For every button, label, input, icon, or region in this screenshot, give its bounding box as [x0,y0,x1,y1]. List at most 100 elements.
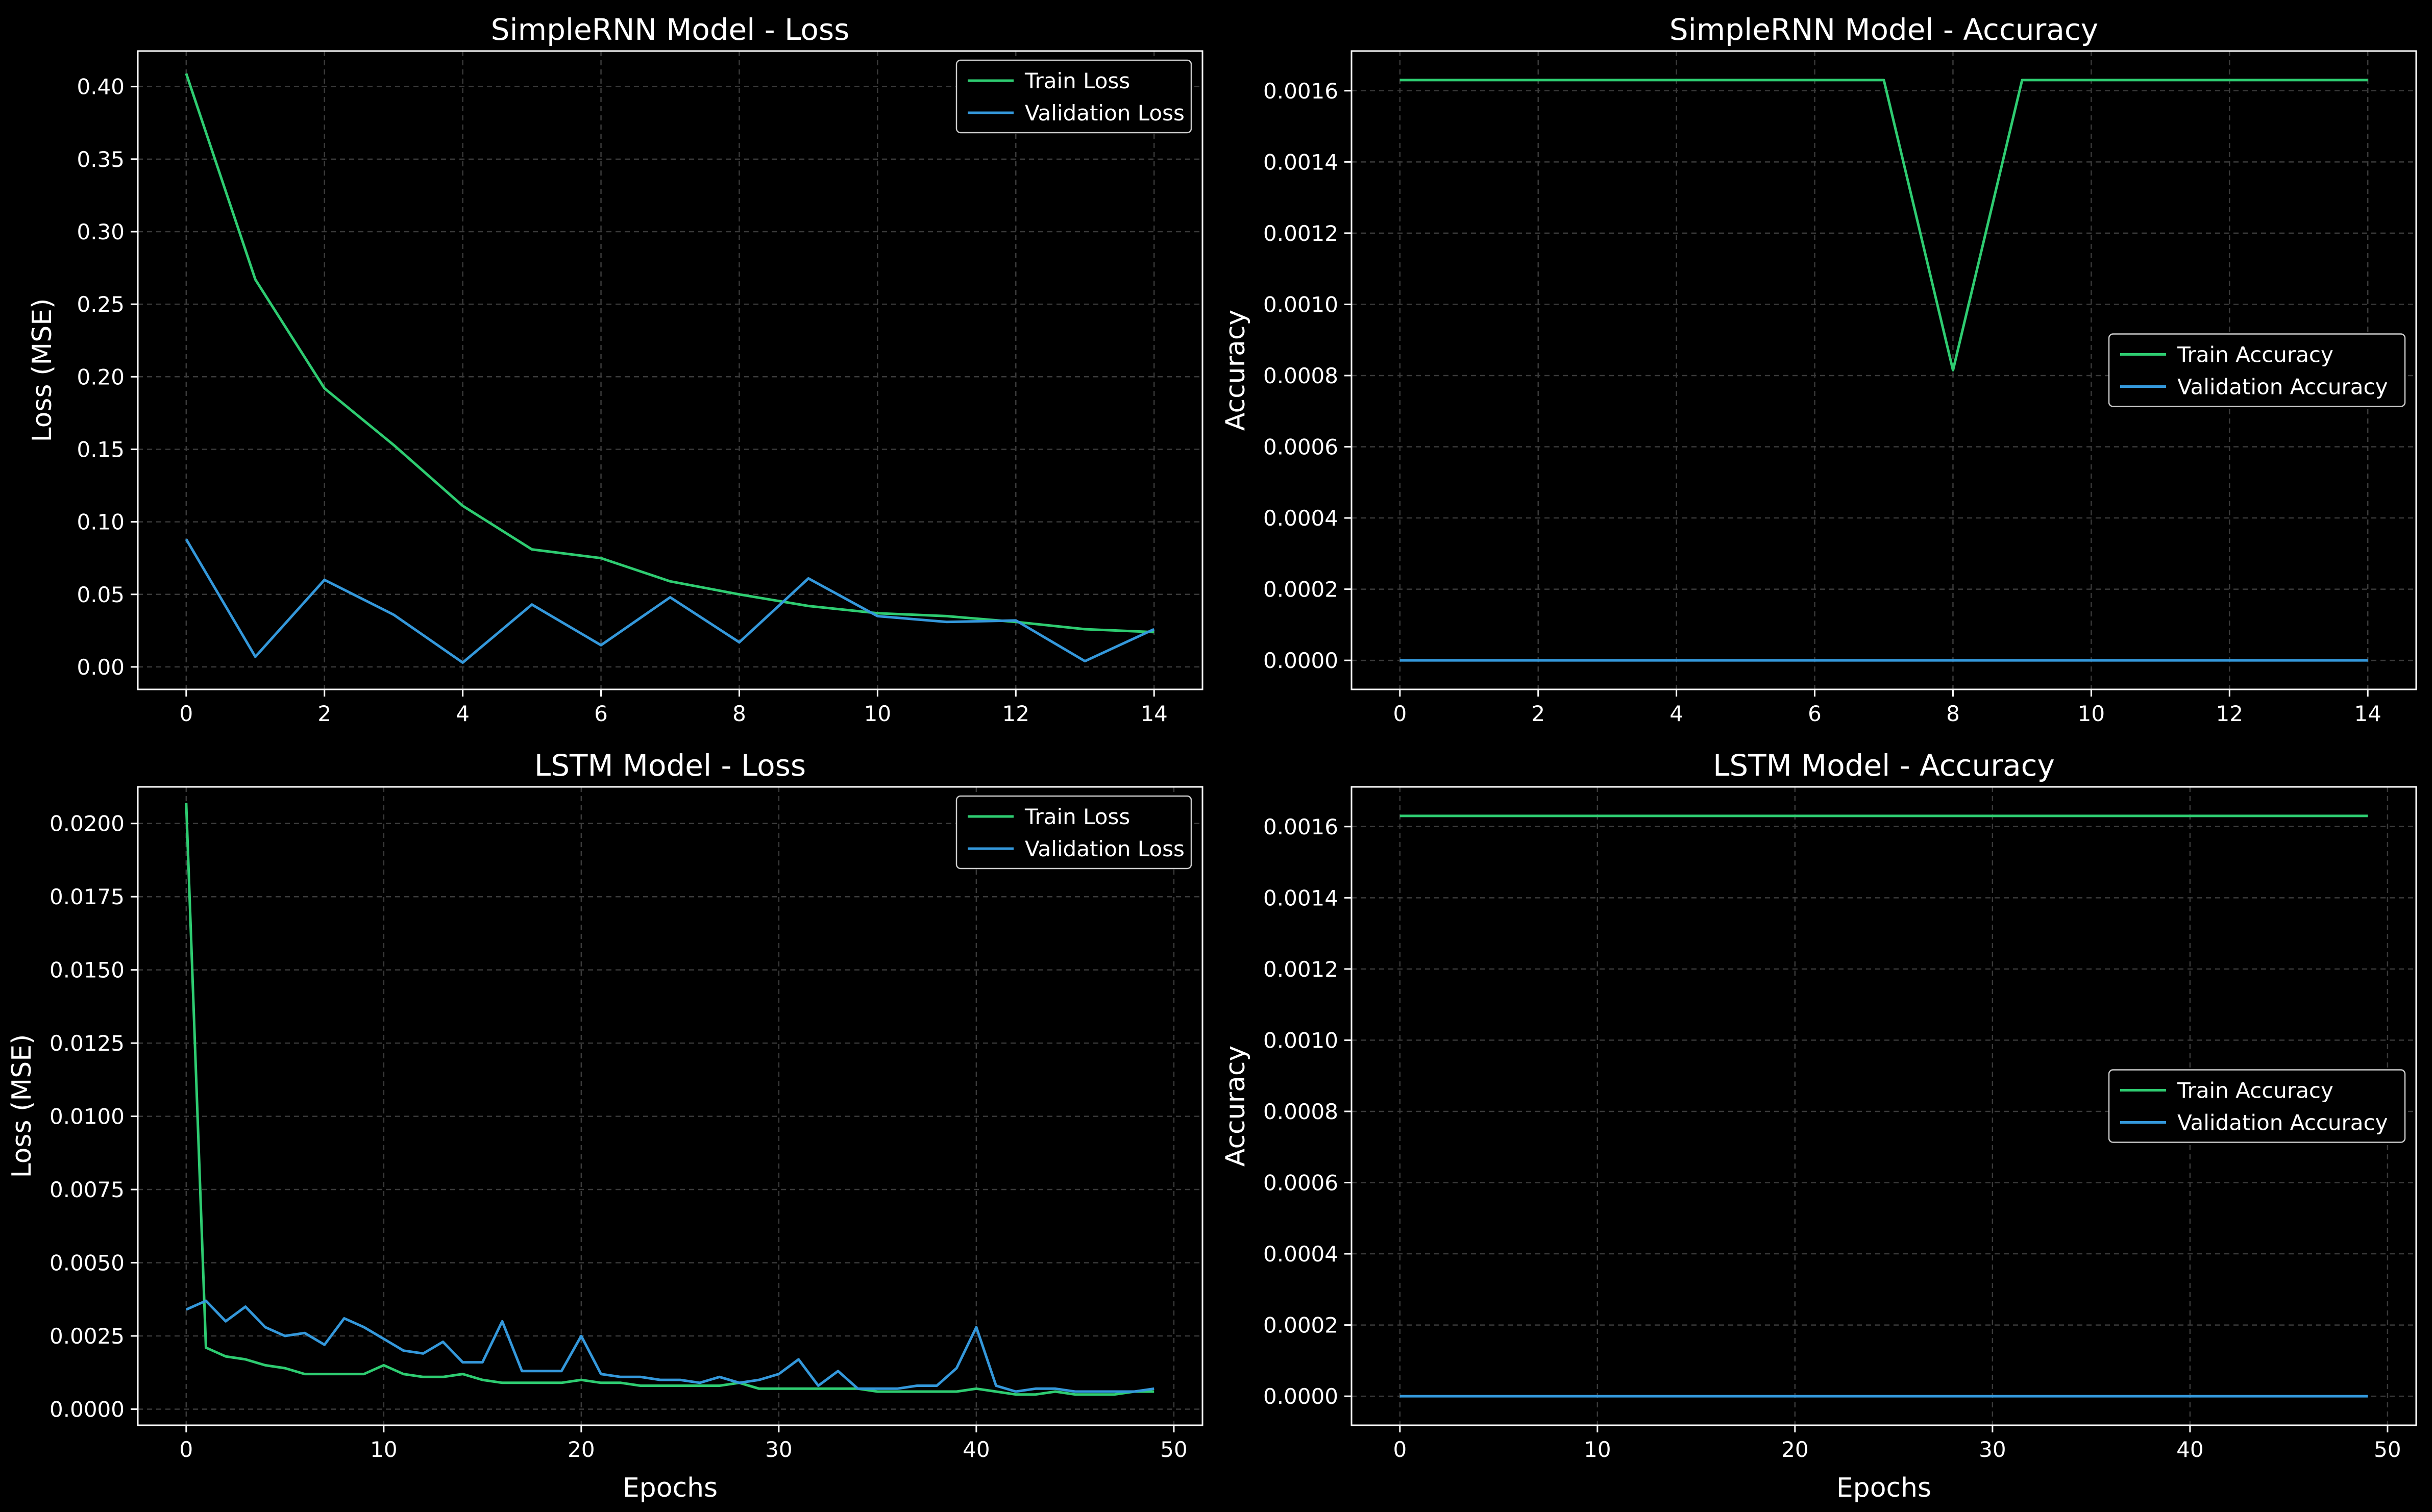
y-tick-label: 0.0002 [1263,1313,1338,1338]
chart-title: LSTM Model - Accuracy [1713,748,2055,783]
y-tick-label: 0.0000 [50,1397,125,1422]
x-tick-label: 10 [2078,701,2105,726]
x-tick-label: 20 [1781,1437,1808,1462]
legend-label: Train Accuracy [2177,342,2333,367]
x-axis-label: Epochs [623,1473,718,1503]
y-tick-label: 0.0200 [50,811,125,836]
legend-label: Train Loss [1024,68,1130,93]
y-tick-label: 0.0016 [1263,814,1338,839]
y-tick-label: 0.0010 [1263,292,1338,317]
y-tick-label: 0.20 [77,364,125,389]
series-line-train-loss [185,73,1154,634]
x-tick-label: 0 [179,701,193,726]
legend-box [2108,333,2406,407]
chart-title: LSTM Model - Loss [534,748,806,783]
legend: Train Accuracy Validation Accuracy [2108,333,2406,407]
legend-label: Validation Loss [1025,101,1185,126]
chart-rnn-loss: 0 2 4 6 8 10 12 14 0.00 0.05 0.10 0.15 0.20 0.25 0.30 0… [27,12,1203,726]
y-tick-label: 0.0014 [1263,885,1338,910]
legend: Train Loss Validation Loss [955,59,1192,134]
chart-lstm-acc: 0 10 20 30 40 50 0.0000 0.0002 0.0004 0.0006 0.000… [1220,748,2417,1503]
y-tick-label: 0.0075 [50,1177,125,1202]
x-tick-label: 14 [1140,701,1167,726]
y-tick-label: 0.0006 [1263,435,1338,460]
y-tick-label: 0.0014 [1263,150,1338,175]
y-tick-label: 0.0012 [1263,957,1338,982]
y-tick-label: 0.0004 [1263,1242,1338,1267]
legend-box [955,795,1192,870]
x-tick-label: 6 [1808,701,1822,726]
y-tick-label: 0.0010 [1263,1028,1338,1053]
y-tick-label: 0.0004 [1263,506,1338,531]
series-line-train-accuracy [1399,79,2368,371]
y-tick-label: 0.0016 [1263,79,1338,104]
axes-frame [137,786,1203,1426]
x-tick-label: 6 [594,701,608,726]
x-tick-label: 0 [1393,701,1407,726]
axes-frame [1350,50,2417,690]
x-tick-label: 8 [732,701,746,726]
y-tick-label: 0.0100 [50,1104,125,1129]
grid [138,787,1202,1425]
x-tick-label: 4 [1669,701,1683,726]
legend: Train Accuracy Validation Accuracy [2108,1069,2406,1143]
x-axis-label: Epochs [1836,1473,1931,1503]
legend-label: Validation Loss [1025,836,1185,861]
x-tick-label: 20 [568,1437,595,1462]
y-tick-label: 0.0150 [50,958,125,983]
x-tick-label: 30 [765,1437,792,1462]
y-tick-label: 0.0012 [1263,221,1338,246]
x-tick-label: 10 [864,701,891,726]
legend-box [955,59,1192,134]
y-tick-label: 0.00 [77,655,125,680]
y-tick-label: 0.0000 [1263,648,1338,673]
legend: Train Loss Validation Loss [955,795,1192,870]
chart-lstm-loss: 0 10 20 30 40 50 0.0000 0.0025 0.0050 0.0075 0.010… [7,748,1203,1503]
axes-frame [137,50,1203,690]
y-tick-label: 0.0008 [1263,363,1338,388]
x-tick-label: 12 [2216,701,2243,726]
grid [138,51,1202,689]
x-tick-label: 50 [1160,1437,1187,1462]
chart-title: SimpleRNN Model - Accuracy [1669,12,2098,47]
x-tick-label: 30 [1979,1437,2006,1462]
series-line-validation-loss [185,538,1155,664]
y-tick-label: 0.40 [77,75,125,100]
x-tick-label: 10 [370,1437,397,1462]
legend-box [2108,1069,2406,1143]
y-tick-label: 0.25 [77,292,125,317]
series-line-train-loss [185,803,1154,1396]
x-tick-label: 12 [1002,701,1029,726]
y-tick-label: 0.05 [77,582,125,607]
x-tick-label: 0 [179,1437,193,1462]
y-tick-label: 0.35 [77,147,125,172]
y-tick-label: 0.0000 [1263,1384,1338,1409]
y-tick-label: 0.0006 [1263,1171,1338,1196]
x-tick-label: 0 [1393,1437,1407,1462]
y-tick-label: 0.0175 [50,884,125,909]
x-tick-label: 2 [1531,701,1545,726]
y-tick-label: 0.0008 [1263,1099,1338,1124]
x-tick-label: 14 [2354,701,2381,726]
x-tick-label: 2 [317,701,331,726]
y-tick-label: 0.15 [77,437,125,462]
legend-label: Validation Accuracy [2177,1110,2388,1135]
chart-rnn-acc: 0 2 4 6 8 10 12 14 0.0000 0.0002 0.0004 0.0006 0.000… [1220,12,2417,726]
y-tick-label: 0.0002 [1263,577,1338,602]
x-tick-label: 10 [1584,1437,1611,1462]
axes-frame [1350,786,2417,1426]
y-axis-label: Loss (MSE) [27,299,58,442]
chart-title: SimpleRNN Model - Loss [491,12,850,47]
y-tick-label: 0.10 [77,510,125,535]
y-tick-label: 0.30 [77,219,125,244]
legend-label: Validation Accuracy [2177,375,2388,400]
x-tick-label: 40 [963,1437,990,1462]
x-tick-label: 4 [456,701,470,726]
x-tick-label: 50 [2374,1437,2401,1462]
y-tick-label: 0.0050 [50,1251,125,1276]
y-tick-label: 0.0125 [50,1031,125,1056]
legend-label: Train Accuracy [2177,1078,2333,1103]
y-axis-label: Loss (MSE) [7,1034,37,1178]
x-tick-label: 8 [1946,701,1960,726]
